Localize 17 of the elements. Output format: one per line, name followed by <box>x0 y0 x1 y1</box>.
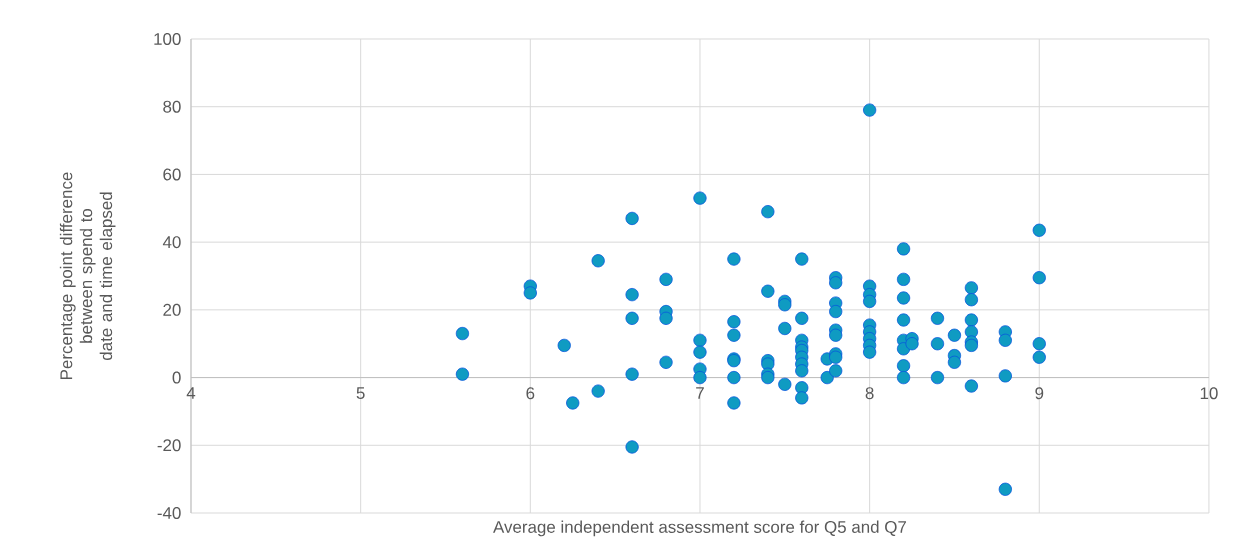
y-tick-label: 20 <box>163 303 181 316</box>
x-axis-title: Average independent assessment score for Q5 and Q7 <box>493 520 907 537</box>
x-tick-label: 6 <box>526 387 535 400</box>
y-tick-label: 60 <box>163 168 181 181</box>
y-tick-label: -20 <box>157 439 181 452</box>
y-axis-title: Percentage point difference between spend to date and time elapsed <box>59 172 116 379</box>
x-tick-label: 7 <box>696 387 704 399</box>
y-tick-label: 80 <box>163 100 181 113</box>
x-tick-label: 4 <box>186 387 196 399</box>
x-tick-label: 8 <box>865 387 874 400</box>
x-tick-label: 10 <box>1200 387 1218 400</box>
y-tick-label: 40 <box>162 236 181 249</box>
y-tick-label: 0 <box>172 371 181 384</box>
y-tick-label: -40 <box>157 507 181 519</box>
x-tick-label: 9 <box>1035 387 1044 400</box>
x-tick-label: 5 <box>356 387 365 400</box>
y-tick-label: 100 <box>154 33 181 45</box>
